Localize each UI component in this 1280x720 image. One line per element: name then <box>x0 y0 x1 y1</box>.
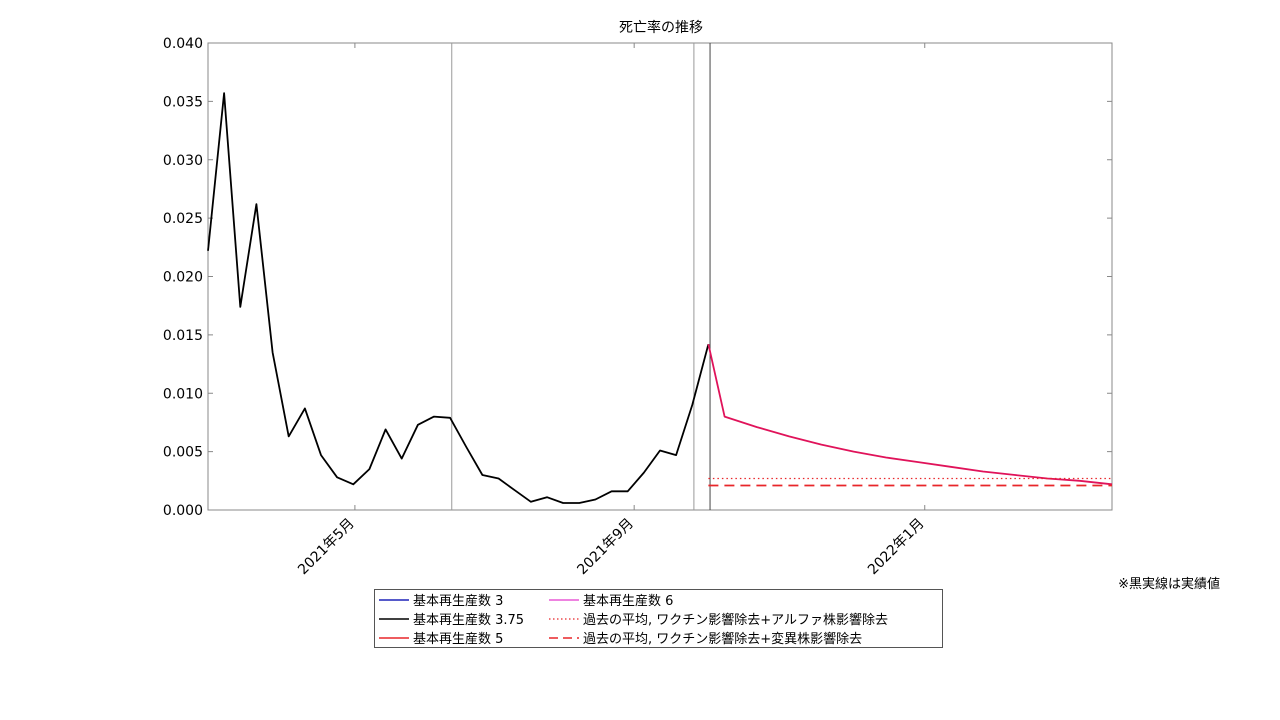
actual-values-note: ※黒実線は実績値 <box>1118 577 1220 592</box>
y-tick-label: 0.015 <box>163 328 203 344</box>
legend-item: 過去の平均, ワクチン影響除去+変異株影響除去 <box>545 628 944 647</box>
legend-label: 過去の平均, ワクチン影響除去+アルファ株影響除去 <box>583 613 889 628</box>
solid-line-icon <box>379 617 409 620</box>
legend-label: 基本再生産数 5 <box>413 632 504 647</box>
y-tick-label: 0.010 <box>163 386 203 402</box>
chart-legend: 基本再生産数 3 基本再生産数 6 基本再生産数 3.75 過去の平均, ワクチン影響… <box>374 589 943 648</box>
solid-line-icon <box>379 598 409 601</box>
legend-label: 過去の平均, ワクチン影響除去+変異株影響除去 <box>583 632 863 647</box>
legend-item: 基本再生産数 3 <box>375 590 545 609</box>
x-tick-label: 2022年1月 <box>865 516 928 579</box>
dashed-line-icon <box>549 636 579 639</box>
y-tick-label: 0.035 <box>163 94 203 110</box>
plot-area: 0.000 0.005 0.010 0.015 0.020 0.025 0.030 0.035… <box>163 36 1113 579</box>
y-tick-label: 0.020 <box>163 270 203 286</box>
x-tick-label: 2021年5月 <box>295 516 358 579</box>
series-line-0 <box>207 92 710 504</box>
legend-item: 基本再生産数 5 <box>375 628 545 647</box>
legend-item: 基本再生産数 6 <box>545 590 944 609</box>
y-tick-label: 0.005 <box>163 445 203 461</box>
y-tick-label: 0.040 <box>163 36 203 52</box>
y-tick-label: 0.000 <box>163 503 203 519</box>
legend-label: 基本再生産数 6 <box>583 594 674 609</box>
legend-item: 過去の平均, ワクチン影響除去+アルファ株影響除去 <box>545 609 944 628</box>
y-tick-label: 0.030 <box>163 153 203 169</box>
legend-item: 基本再生産数 3.75 <box>375 609 545 628</box>
y-tick-label: 0.025 <box>163 211 203 227</box>
legend-label: 基本再生産数 3 <box>413 594 504 609</box>
solid-line-icon <box>549 598 579 601</box>
series-line-1 <box>707 344 1113 486</box>
solid-line-icon <box>379 636 409 639</box>
chart-title: 死亡率の推移 <box>619 19 703 36</box>
plot-frame <box>207 42 1113 511</box>
x-tick-label: 2021年9月 <box>574 516 637 579</box>
dotted-line-icon <box>549 617 579 620</box>
legend-label: 基本再生産数 3.75 <box>413 613 525 628</box>
